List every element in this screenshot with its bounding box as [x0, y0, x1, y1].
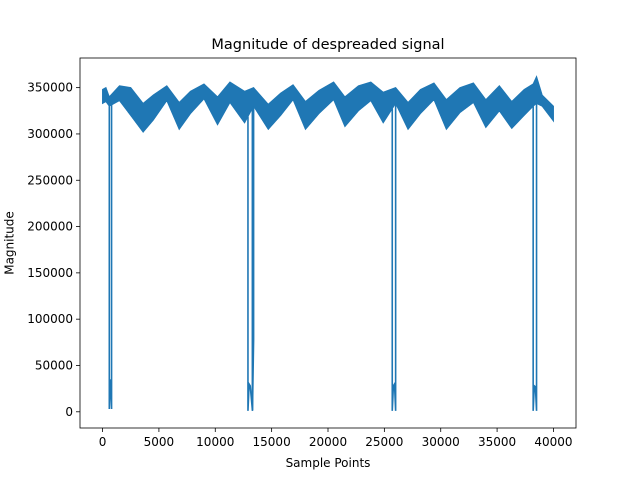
y-tick-label: 200000: [27, 220, 73, 234]
y-axis: 0 50000 100000 150000 200000 250000 300000 3500…: [27, 81, 80, 419]
series-layer: [102, 75, 554, 411]
x-tick-label: 15000: [253, 435, 291, 449]
y-tick-label: 250000: [27, 173, 73, 187]
y-tick-label: 0: [65, 405, 73, 419]
x-tick-label: 20000: [309, 435, 347, 449]
x-tick-label: 35000: [478, 435, 516, 449]
y-tick-label: 50000: [35, 358, 73, 372]
x-tick-label: 30000: [422, 435, 460, 449]
y-tick-label: 100000: [27, 312, 73, 326]
y-tick-label: 150000: [27, 266, 73, 280]
y-axis-label: Magnitude: [3, 211, 17, 275]
y-tick-label: 350000: [27, 81, 73, 95]
plot-background: [80, 58, 576, 428]
x-tick-label: 0: [99, 435, 107, 449]
plot-area: [79, 57, 577, 429]
x-axis: 0 5000 10000 15000 20000 25000 30000 35000 40000: [99, 428, 573, 449]
series-dip: [108, 104, 113, 410]
series-dip: [532, 103, 538, 411]
x-axis-label: Sample Points: [286, 456, 371, 470]
x-tick-label: 5000: [144, 435, 175, 449]
series-dip: [251, 106, 255, 410]
chart-title: Magnitude of despreaded signal: [211, 37, 444, 53]
series-dip: [391, 103, 397, 411]
x-tick-label: 40000: [534, 435, 572, 449]
x-tick-label: 10000: [196, 435, 234, 449]
x-tick-label: 25000: [365, 435, 403, 449]
y-tick-label: 300000: [27, 127, 73, 141]
